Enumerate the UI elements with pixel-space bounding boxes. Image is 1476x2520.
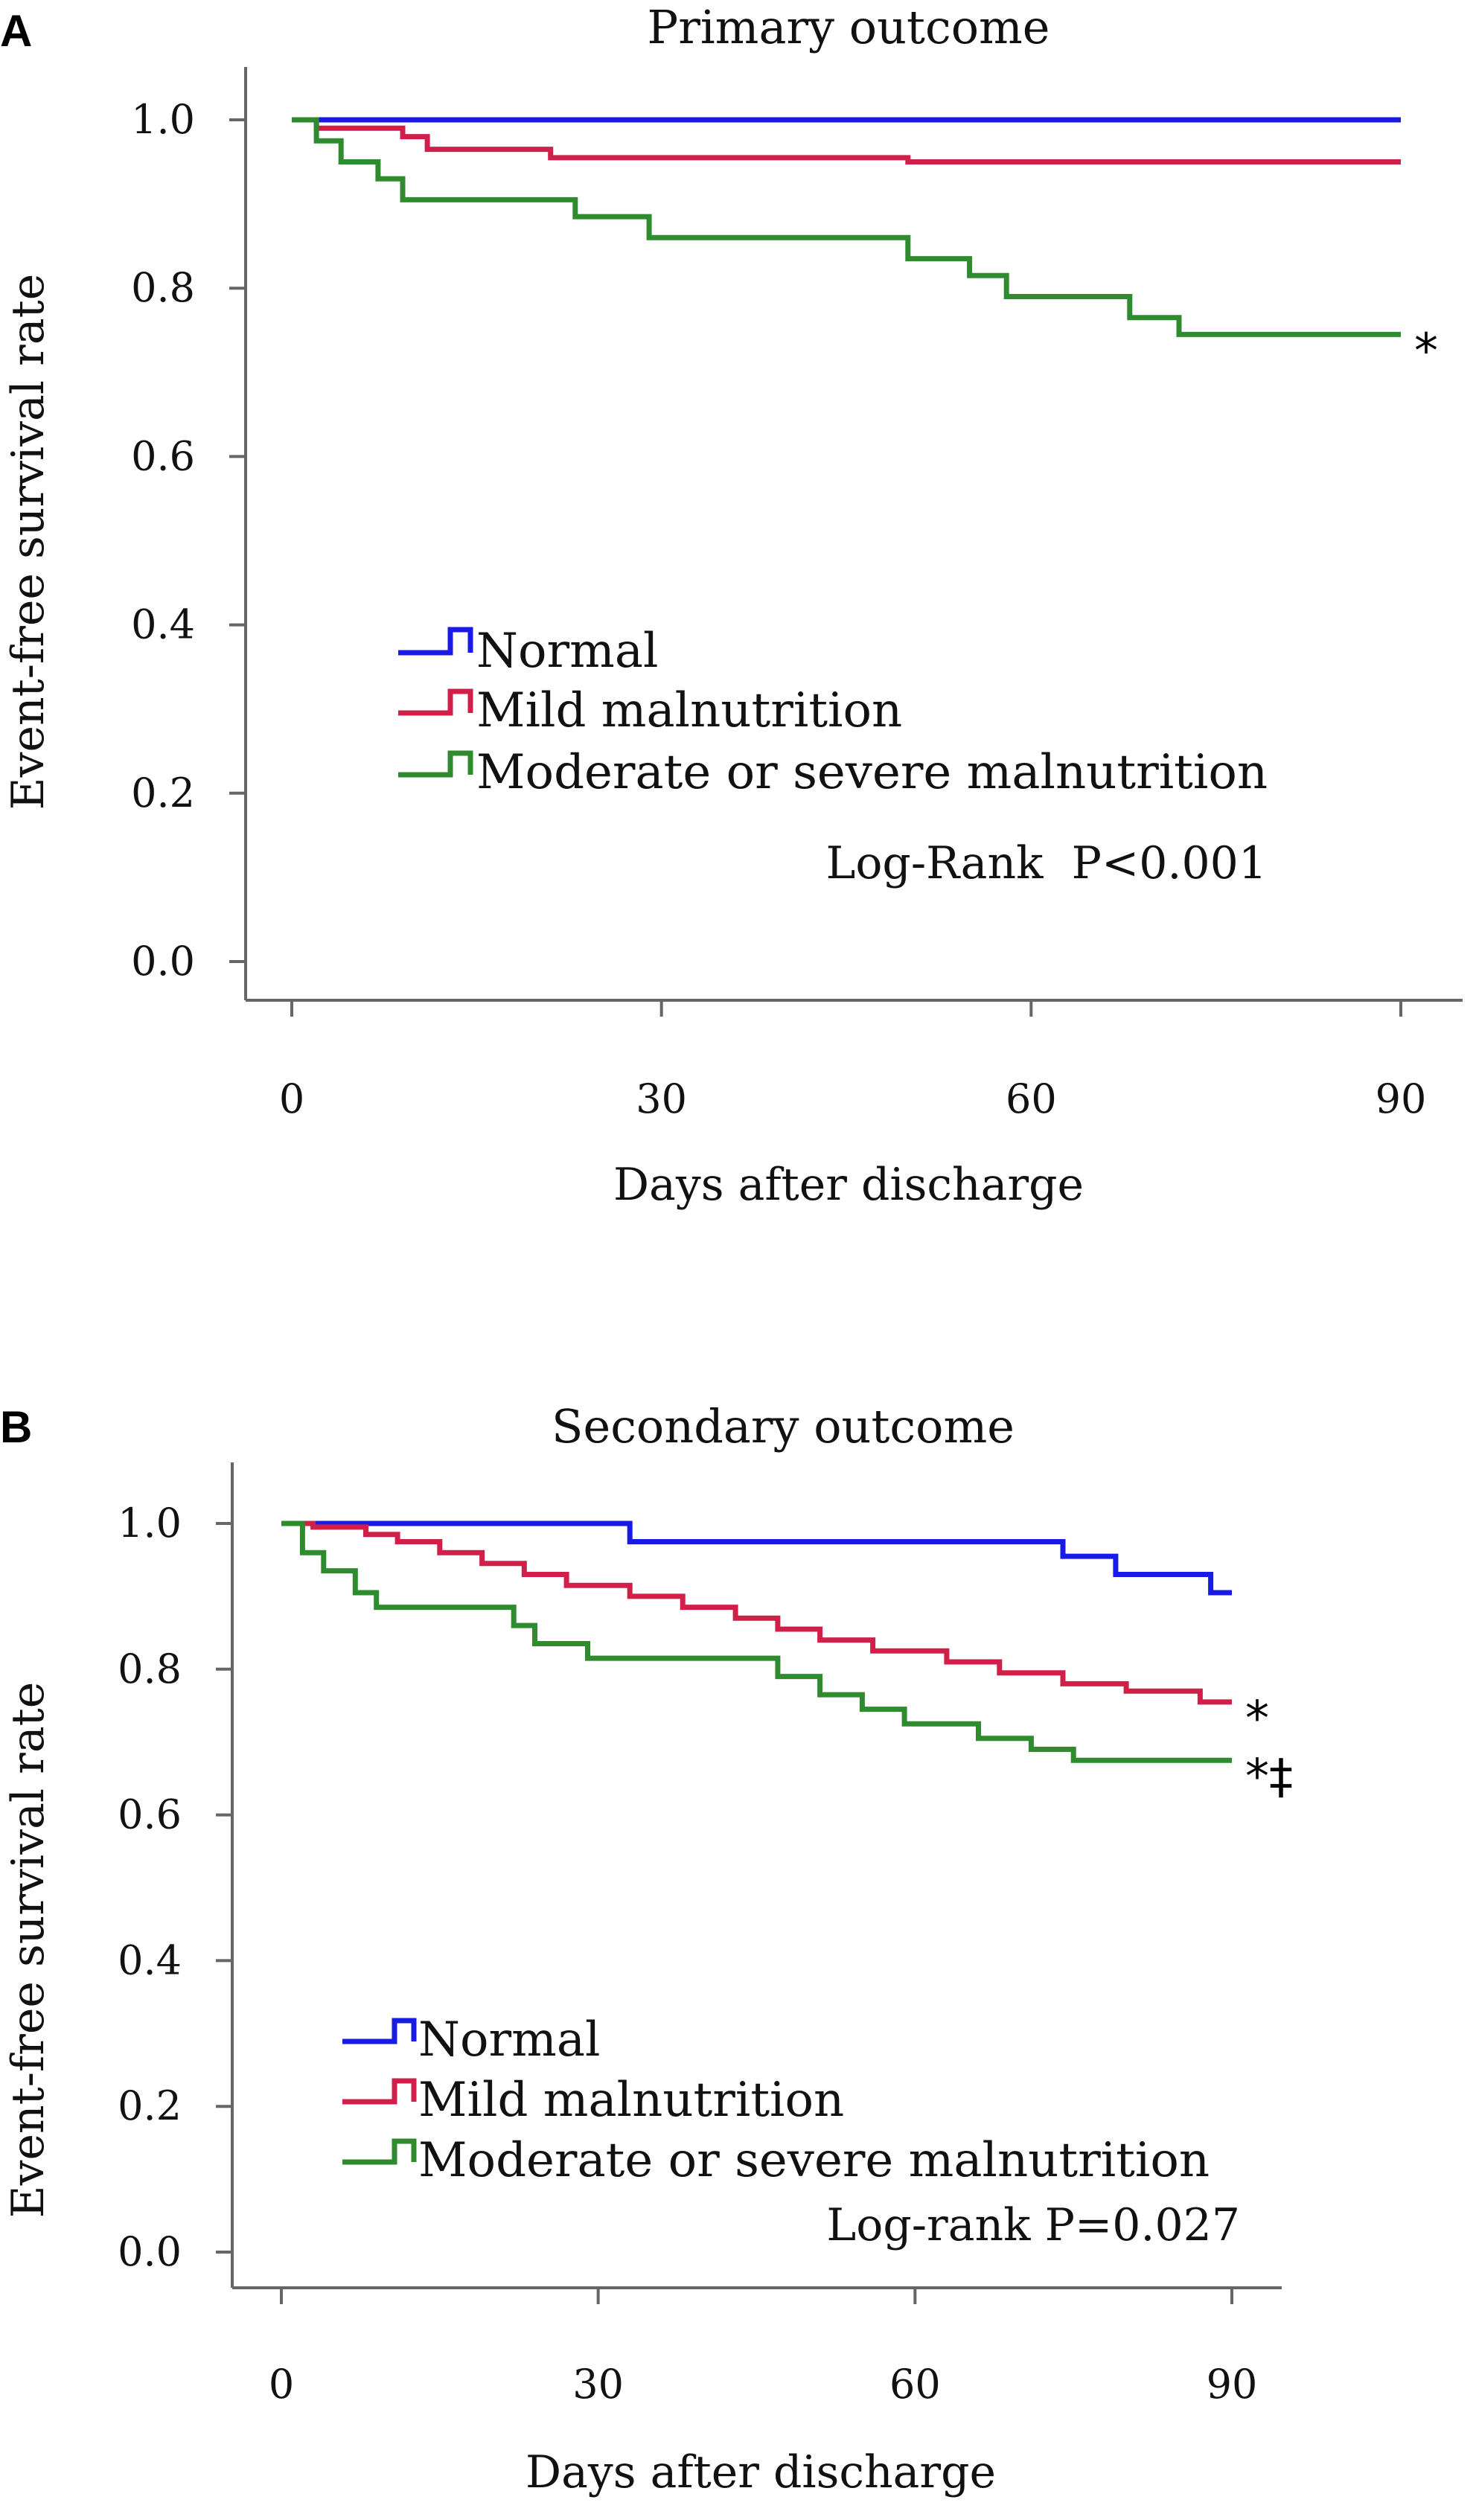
legend-symbol-moderate-a: [398, 750, 473, 778]
legend-symbol-mild-a: [398, 688, 473, 716]
legend-item-mild-b: Mild malnutrition: [342, 2073, 844, 2128]
significance-mark-mild-malnutrition-b: *: [1245, 1692, 1269, 1747]
curves-a: [292, 117, 1401, 337]
legend-symbol-normal-b: [342, 2018, 417, 2044]
legend-label-moderate-a: Moderate or severe malnutrition: [476, 745, 1268, 800]
y-tick-label-a: 0.8: [131, 264, 195, 311]
panel-b: B Secondary outcome Event-free survival …: [0, 1399, 1293, 2498]
y-axis-b: 0.0 0.2 0.4 0.6 0.8 1.0: [118, 1462, 234, 2288]
legend-item-moderate-a: Moderate or severe malnutrition: [398, 745, 1268, 800]
legend-label-moderate-b: Moderate or severe malnutrition: [418, 2133, 1210, 2188]
x-axis-b: 0 30 60 90: [232, 2286, 1282, 2408]
y-axis-label-a: Event-free survival rate: [2, 274, 54, 810]
y-tick-label-a: 0.0: [131, 938, 195, 985]
logrank-annotation-b: Log-rank P=0.027: [826, 2199, 1240, 2251]
y-tick-label-b: 0.8: [118, 1646, 182, 1692]
y-tick-label-b: 0.2: [118, 2082, 182, 2129]
x-axis-label-b: Days after discharge: [525, 2446, 996, 2498]
legend-item-normal-a: Normal: [398, 624, 658, 679]
survival-curve-mild-malnutrition-b: [281, 1520, 1232, 1705]
legend-label-normal-b: Normal: [418, 2012, 600, 2068]
y-axis-label-b: Event-free survival rate: [2, 1682, 54, 2218]
legend-item-moderate-b: Moderate or severe malnutrition: [342, 2133, 1210, 2188]
y-tick-label-b: 0.6: [118, 1791, 182, 1838]
legend-label-mild-b: Mild malnutrition: [418, 2073, 844, 2128]
x-tick-label-b: 30: [572, 2361, 624, 2408]
x-tick-label-a: 60: [1006, 1075, 1057, 1122]
legend-b: Normal Mild malnutrition Moderate or sev…: [342, 2012, 1210, 2188]
significance-mark-moderate-or-severe-malnutrition-a: *: [1414, 324, 1438, 379]
survival-curve-normal-b: [281, 1520, 1232, 1596]
end-marks-b: **‡: [1245, 1692, 1293, 1805]
panel-letter-a: A: [0, 6, 32, 56]
y-tick-label-a: 0.4: [131, 601, 195, 648]
curves-b: [281, 1520, 1232, 1763]
panel-a: A Primary outcome Event-free survival ra…: [0, 0, 1463, 1211]
x-tick-label-b: 0: [269, 2361, 294, 2408]
chart-title-a: Primary outcome: [647, 0, 1050, 54]
survival-curve-moderate-or-severe-malnutrition-a: [292, 117, 1401, 337]
legend-symbol-mild-b: [342, 2078, 417, 2105]
legend-item-mild-a: Mild malnutrition: [398, 683, 902, 738]
x-tick-label-b: 90: [1207, 2361, 1258, 2408]
y-tick-label-a: 1.0: [131, 96, 195, 143]
x-tick-label-a: 30: [636, 1075, 687, 1122]
legend-item-normal-b: Normal: [342, 2012, 600, 2068]
x-tick-label-a: 90: [1376, 1075, 1427, 1122]
x-tick-label-b: 60: [889, 2361, 941, 2408]
legend-label-mild-a: Mild malnutrition: [476, 683, 902, 738]
y-tick-label-b: 1.0: [118, 1500, 182, 1547]
survival-curve-moderate-or-severe-malnutrition-b: [281, 1520, 1232, 1763]
y-tick-label-a: 0.6: [131, 432, 195, 479]
legend-label-normal-a: Normal: [476, 624, 658, 679]
panel-letter-b: B: [0, 1402, 32, 1452]
legend-symbol-normal-a: [398, 627, 473, 656]
chart-title-b: Secondary outcome: [552, 1399, 1015, 1454]
legend-a: Normal Mild malnutrition Moderate or sev…: [398, 624, 1268, 800]
legend-symbol-moderate-b: [342, 2138, 417, 2165]
x-axis-label-a: Days after discharge: [613, 1159, 1084, 1211]
y-tick-label-b: 0.0: [118, 2228, 182, 2275]
end-marks-a: *: [1414, 324, 1438, 379]
significance-mark-moderate-or-severe-malnutrition-b: *‡: [1245, 1750, 1293, 1805]
y-tick-label-a: 0.2: [131, 770, 195, 816]
x-axis-a: 0 30 60 90: [246, 999, 1463, 1122]
y-axis-a: 0.0 0.2 0.4 0.6 0.8 1.0: [131, 67, 247, 1000]
y-tick-label-b: 0.4: [118, 1937, 182, 1983]
x-tick-label-a: 0: [279, 1075, 304, 1122]
logrank-annotation-a: Log-Rank P<0.001: [825, 837, 1267, 889]
survival-curve-mild-malnutrition-a: [292, 117, 1401, 164]
